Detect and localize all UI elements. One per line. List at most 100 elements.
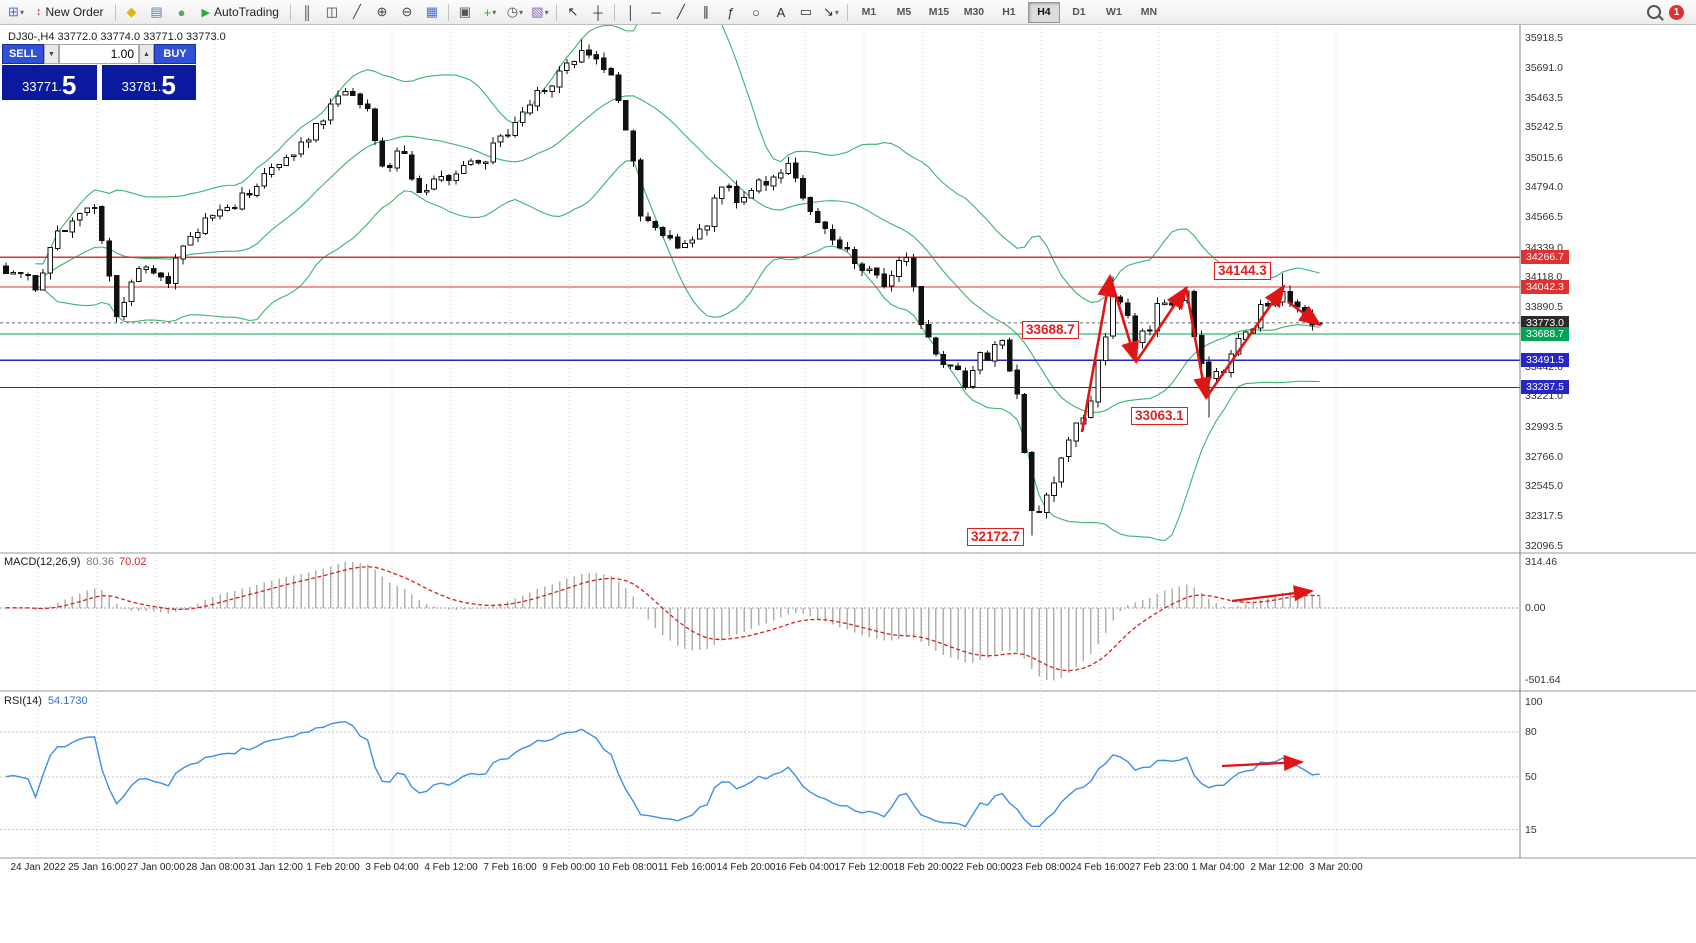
sell-price-display[interactable]: 33771. 5 xyxy=(2,65,97,100)
candle xyxy=(1058,457,1065,483)
autotrading-button[interactable]: ▶ AutoTrading xyxy=(195,2,286,23)
timeframe-m1[interactable]: M1 xyxy=(861,6,877,18)
news-icon-glyph: ● xyxy=(177,4,186,20)
candle xyxy=(999,339,1006,346)
buy-price-display[interactable]: 33781. 5 xyxy=(101,65,196,100)
news-icon[interactable]: ● xyxy=(170,1,194,24)
candle xyxy=(239,192,245,210)
reports-icon-glyph: ▤ xyxy=(150,4,163,19)
candle xyxy=(940,354,947,366)
candle xyxy=(896,259,902,278)
chart-region[interactable]: DJ30-,H4 33772.0 33774.0 33771.0 33773.0… xyxy=(0,25,1696,943)
arrow-tools-icon[interactable]: ↘ ▾ xyxy=(819,1,843,24)
trend-arrow[interactable] xyxy=(1080,273,1116,433)
buy-price-small: 33781. xyxy=(121,79,162,94)
crosshair-icon[interactable]: ┼ xyxy=(586,1,610,24)
annotation-price-label[interactable]: 34144.3 xyxy=(1214,262,1271,280)
candle xyxy=(106,240,113,277)
candle xyxy=(401,151,408,155)
trend-arrow[interactable] xyxy=(1204,284,1286,399)
candle xyxy=(593,53,600,60)
candle xyxy=(276,163,282,168)
cursor-icon[interactable]: ↖ xyxy=(561,1,585,24)
indicators-icon-glyph: + xyxy=(483,4,492,20)
candle xyxy=(1065,439,1072,458)
bar-chart-icon[interactable]: ║ xyxy=(295,1,319,24)
annotation-price-label[interactable]: 33688.7 xyxy=(1022,321,1079,339)
buy-button[interactable]: BUY xyxy=(154,44,196,64)
zoom-in-icon[interactable]: ⊕ xyxy=(370,1,394,24)
price-axis-label: 34794.0 xyxy=(1525,181,1563,194)
label-icon[interactable]: ▭ xyxy=(794,1,818,24)
timeframe-w1[interactable]: W1 xyxy=(1106,6,1122,18)
candle xyxy=(25,273,31,276)
candle xyxy=(763,180,769,186)
macd-axis-label: 0.00 xyxy=(1525,602,1546,615)
chart-canvas[interactable] xyxy=(0,25,1696,877)
trend-arrow[interactable] xyxy=(1184,287,1212,401)
periods-icon[interactable]: ◷ ▾ xyxy=(503,1,527,24)
zoom-out-icon[interactable]: ⊖ xyxy=(395,1,419,24)
price-axis-label: 35918.5 xyxy=(1525,31,1563,44)
level-price-tag[interactable]: 33688.7 xyxy=(1521,327,1569,342)
indicators-icon[interactable]: + ▾ xyxy=(478,1,502,24)
reports-icon[interactable]: ▤ xyxy=(145,1,169,24)
tile-windows-icon[interactable]: ▦ xyxy=(420,1,444,24)
level-price-tag[interactable]: 33287.5 xyxy=(1521,380,1569,395)
candlestick-chart-icon[interactable]: ◫ xyxy=(320,1,344,24)
timeframe-m5[interactable]: M5 xyxy=(896,6,912,18)
candle xyxy=(62,229,68,232)
candle xyxy=(69,220,76,233)
timeframe-h4[interactable]: H4 xyxy=(1027,1,1060,23)
timeframe-h1[interactable]: H1 xyxy=(1002,6,1016,18)
time-axis-label: 11 Feb 16:00 xyxy=(657,862,717,873)
horizontal-line-icon[interactable]: ─ xyxy=(644,1,668,24)
trend-arrow[interactable] xyxy=(1287,300,1322,327)
time-axis-label: 4 Feb 12:00 xyxy=(424,862,478,873)
timeframe-m15[interactable]: M15 xyxy=(928,6,950,18)
sell-button[interactable]: SELL xyxy=(2,44,44,64)
candle xyxy=(320,120,327,125)
text-icon[interactable]: A xyxy=(769,1,793,24)
trend-arrow[interactable] xyxy=(1134,286,1188,363)
time-axis-label: 10 Feb 08:00 xyxy=(598,862,658,873)
level-price-tag[interactable]: 34042.3 xyxy=(1521,280,1569,295)
cursor-icon-glyph: ↖ xyxy=(567,4,579,19)
trend-arrow[interactable] xyxy=(1108,275,1139,365)
vertical-line-icon[interactable]: │ xyxy=(619,1,643,24)
rsi-axis-label: 50 xyxy=(1525,771,1537,783)
candle xyxy=(785,162,792,174)
shapes-icon[interactable]: ○ xyxy=(744,1,768,24)
new-chart-icon[interactable]: ⊞ ▾ xyxy=(4,1,28,24)
candle xyxy=(158,272,164,278)
time-axis-label: 1 Mar 04:00 xyxy=(1191,862,1245,873)
annotation-price-label[interactable]: 33063.1 xyxy=(1131,407,1188,425)
candlestick-chart-icon-glyph: ◫ xyxy=(325,4,339,19)
timeframe-d1[interactable]: D1 xyxy=(1072,6,1086,18)
level-price-tag[interactable]: 33491.5 xyxy=(1521,353,1569,368)
macd-trend-arrow[interactable] xyxy=(1231,585,1314,603)
timeframe-mn[interactable]: MN xyxy=(1140,6,1158,18)
auto-arrange-icon[interactable]: ▣ xyxy=(453,1,477,24)
deposit-icon[interactable]: ◆ xyxy=(120,1,144,24)
channel-icon[interactable]: ∥ xyxy=(694,1,718,24)
candle xyxy=(1095,359,1102,403)
volume-input[interactable] xyxy=(59,44,139,64)
trendline-icon[interactable]: ╱ xyxy=(669,1,693,24)
annotation-price-label[interactable]: 32172.7 xyxy=(967,528,1024,546)
timeframe-m30[interactable]: M30 xyxy=(963,6,985,18)
fibonacci-icon[interactable]: ƒ xyxy=(719,1,743,24)
line-chart-icon[interactable]: ╱ xyxy=(345,1,369,24)
volume-up-button[interactable]: ▲ xyxy=(139,44,154,64)
notification-badge[interactable]: 1 xyxy=(1669,4,1684,20)
new-order-button[interactable]: ↕ New Order xyxy=(29,2,111,23)
time-axis-label: 23 Feb 08:00 xyxy=(1011,862,1071,873)
volume-down-button[interactable]: ▼ xyxy=(44,44,59,64)
level-price-tag[interactable]: 34266.7 xyxy=(1521,250,1569,265)
rsi-trend-arrow[interactable] xyxy=(1221,754,1305,771)
templates-icon[interactable]: ▧ ▾ xyxy=(528,1,552,24)
new-order-button-glyph: ↕ xyxy=(36,6,42,18)
candle xyxy=(231,206,238,209)
search-icon[interactable] xyxy=(1647,5,1661,19)
